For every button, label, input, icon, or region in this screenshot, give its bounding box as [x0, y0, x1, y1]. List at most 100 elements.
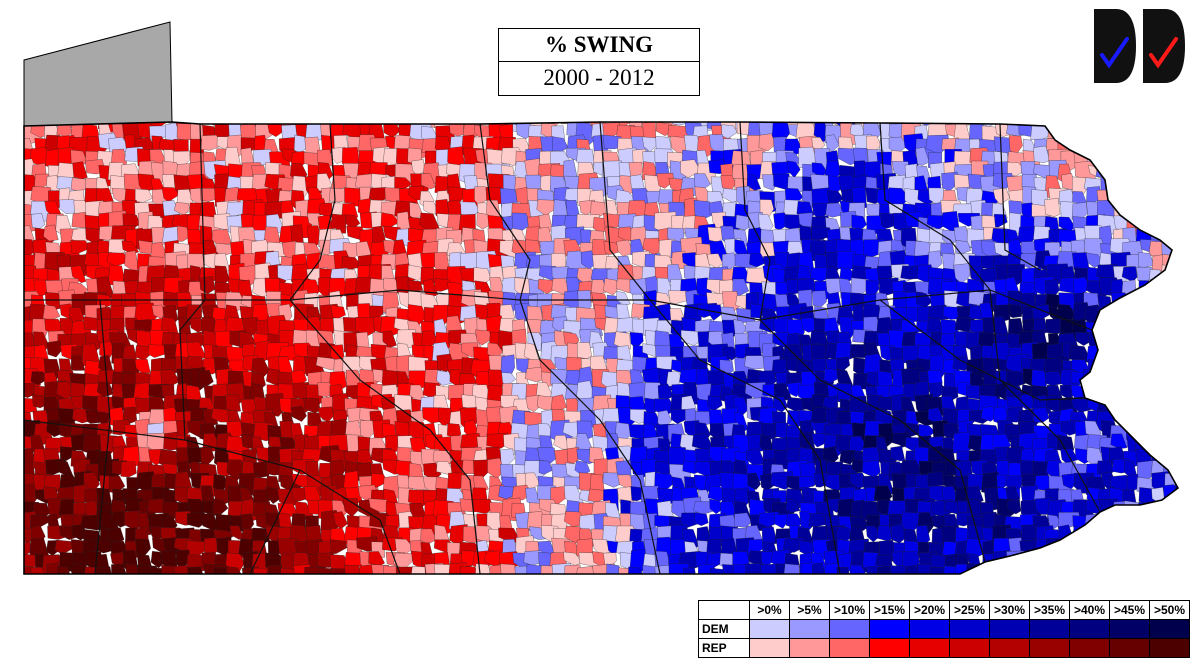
precinct — [667, 577, 686, 594]
precinct — [1020, 393, 1035, 410]
precinct — [958, 44, 976, 62]
precinct — [1139, 176, 1158, 196]
precinct — [1021, 577, 1043, 596]
precinct — [435, 96, 455, 115]
precinct — [940, 97, 965, 117]
precinct — [723, 20, 739, 43]
precinct — [696, 578, 716, 593]
precinct — [253, 59, 270, 82]
precinct — [1069, 344, 1092, 363]
precinct — [164, 579, 180, 600]
precinct — [906, 47, 929, 68]
precinct — [1061, 33, 1080, 48]
precinct — [189, 19, 212, 43]
precinct — [576, 267, 597, 284]
precinct — [916, 35, 932, 48]
precinct — [1152, 554, 1172, 570]
precinct — [435, 71, 456, 94]
precinct — [317, 58, 334, 76]
precinct — [835, 22, 858, 39]
precinct — [732, 47, 748, 61]
precinct — [120, 461, 137, 478]
precinct — [252, 47, 268, 68]
precinct — [291, 405, 307, 422]
precinct — [473, 459, 491, 478]
precinct — [835, 84, 850, 107]
precinct — [1174, 123, 1178, 144]
precinct — [747, 98, 765, 115]
precinct — [1174, 345, 1178, 371]
precinct — [1165, 122, 1178, 143]
precinct — [358, 45, 373, 65]
precinct — [918, 423, 936, 438]
precinct — [200, 446, 215, 467]
precinct — [21, 578, 43, 596]
precinct — [758, 213, 774, 232]
precinct — [305, 33, 328, 58]
precinct — [1137, 396, 1160, 420]
precinct — [47, 19, 62, 42]
precinct — [85, 20, 104, 35]
precinct — [891, 97, 907, 121]
precinct — [955, 71, 969, 90]
precinct — [1133, 201, 1159, 227]
precinct — [241, 22, 259, 37]
precinct — [981, 31, 1003, 48]
precinct — [1150, 563, 1171, 574]
precinct — [1095, 163, 1121, 179]
precinct — [151, 304, 167, 319]
precinct — [281, 34, 300, 53]
precinct — [1149, 316, 1165, 337]
precinct — [1136, 538, 1154, 560]
precinct — [955, 580, 971, 600]
precinct — [591, 96, 610, 114]
precinct — [1149, 502, 1173, 517]
precinct — [915, 576, 930, 597]
precinct — [1174, 122, 1178, 127]
precinct — [1047, 34, 1062, 53]
precinct — [73, 20, 89, 38]
precinct — [825, 159, 843, 180]
precinct — [749, 253, 767, 268]
precinct — [383, 58, 398, 73]
precinct — [191, 578, 204, 593]
precinct — [1087, 359, 1104, 377]
precinct — [268, 85, 281, 103]
precinct — [410, 580, 425, 596]
precinct — [355, 317, 376, 337]
precinct — [841, 577, 863, 591]
precinct — [1162, 540, 1178, 564]
precinct — [875, 33, 894, 55]
precinct — [993, 579, 1016, 592]
precinct — [783, 563, 800, 574]
precinct — [813, 59, 830, 78]
precinct — [1148, 278, 1170, 302]
precinct — [421, 330, 438, 348]
precinct — [333, 86, 348, 99]
precinct — [240, 47, 262, 69]
precinct — [447, 95, 463, 116]
precinct — [380, 212, 400, 229]
precinct — [1163, 293, 1178, 310]
precinct — [954, 59, 977, 77]
precinct — [823, 446, 839, 463]
precinct — [1058, 216, 1076, 233]
precinct — [1125, 190, 1150, 213]
precinct — [968, 61, 985, 78]
precinct — [242, 97, 260, 119]
precinct — [967, 33, 983, 52]
precinct — [708, 304, 722, 321]
precinct — [253, 568, 269, 574]
precinct — [942, 59, 960, 80]
precinct — [1163, 578, 1180, 599]
precinct — [1113, 185, 1135, 204]
precinct — [1179, 201, 1195, 221]
precinct — [1147, 576, 1171, 590]
precinct — [774, 579, 788, 600]
precinct — [1127, 294, 1146, 312]
precinct — [900, 32, 924, 54]
precinct — [201, 35, 217, 52]
precinct — [1123, 342, 1144, 356]
precinct — [928, 33, 945, 51]
precinct — [592, 578, 615, 592]
